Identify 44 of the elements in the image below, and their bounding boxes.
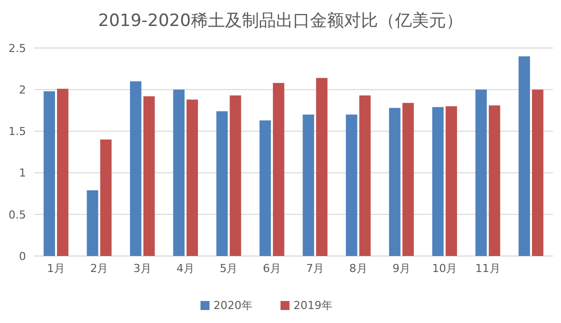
- x-tick-label: 9月: [392, 262, 410, 275]
- bar: [488, 105, 500, 256]
- bar: [130, 81, 142, 256]
- legend-label: 2020年: [214, 299, 252, 312]
- bar: [272, 82, 284, 256]
- bar: [518, 56, 530, 256]
- bar: [432, 107, 444, 256]
- bar: [446, 106, 458, 256]
- bar: [346, 114, 358, 256]
- chart-title: 2019-2020稀土及制品出口金额对比（亿美元）: [98, 11, 463, 31]
- bar: [143, 96, 155, 256]
- x-tick-label: 6月: [262, 262, 281, 275]
- bar: [57, 88, 68, 256]
- bar: [230, 95, 242, 256]
- x-tick-label: 3月: [133, 262, 152, 275]
- bar: [475, 90, 487, 256]
- x-tick-label: 4月: [176, 262, 195, 275]
- y-tick-label: 1: [19, 166, 26, 180]
- y-tick-label: 1.5: [8, 125, 26, 138]
- bar: [389, 108, 400, 256]
- bar: [216, 111, 228, 256]
- bar: [302, 114, 314, 256]
- y-tick-label: 0: [19, 250, 26, 263]
- x-tick-label: 11月: [475, 262, 500, 275]
- x-tick-label: 2月: [90, 262, 108, 275]
- x-tick-label: 1月: [47, 262, 66, 275]
- bar: [173, 90, 185, 256]
- bar: [260, 120, 271, 256]
- bar: [100, 140, 112, 256]
- bar: [359, 95, 371, 256]
- bar: [44, 91, 56, 256]
- y-tick-label: 2: [19, 83, 26, 96]
- bar: [402, 102, 414, 256]
- x-tick-label: 10月: [432, 262, 458, 275]
- bar: [186, 100, 198, 256]
- bar: [316, 78, 328, 256]
- x-tick-label: 7月: [306, 262, 324, 275]
- legend-label: 2019年: [294, 299, 332, 312]
- bar: [532, 90, 544, 256]
- y-tick-label: 0.5: [8, 208, 26, 222]
- y-tick-label: 2.5: [8, 42, 26, 55]
- x-tick-label: 8月: [349, 262, 368, 275]
- x-tick-label: 5月: [220, 262, 238, 275]
- bar: [86, 190, 98, 256]
